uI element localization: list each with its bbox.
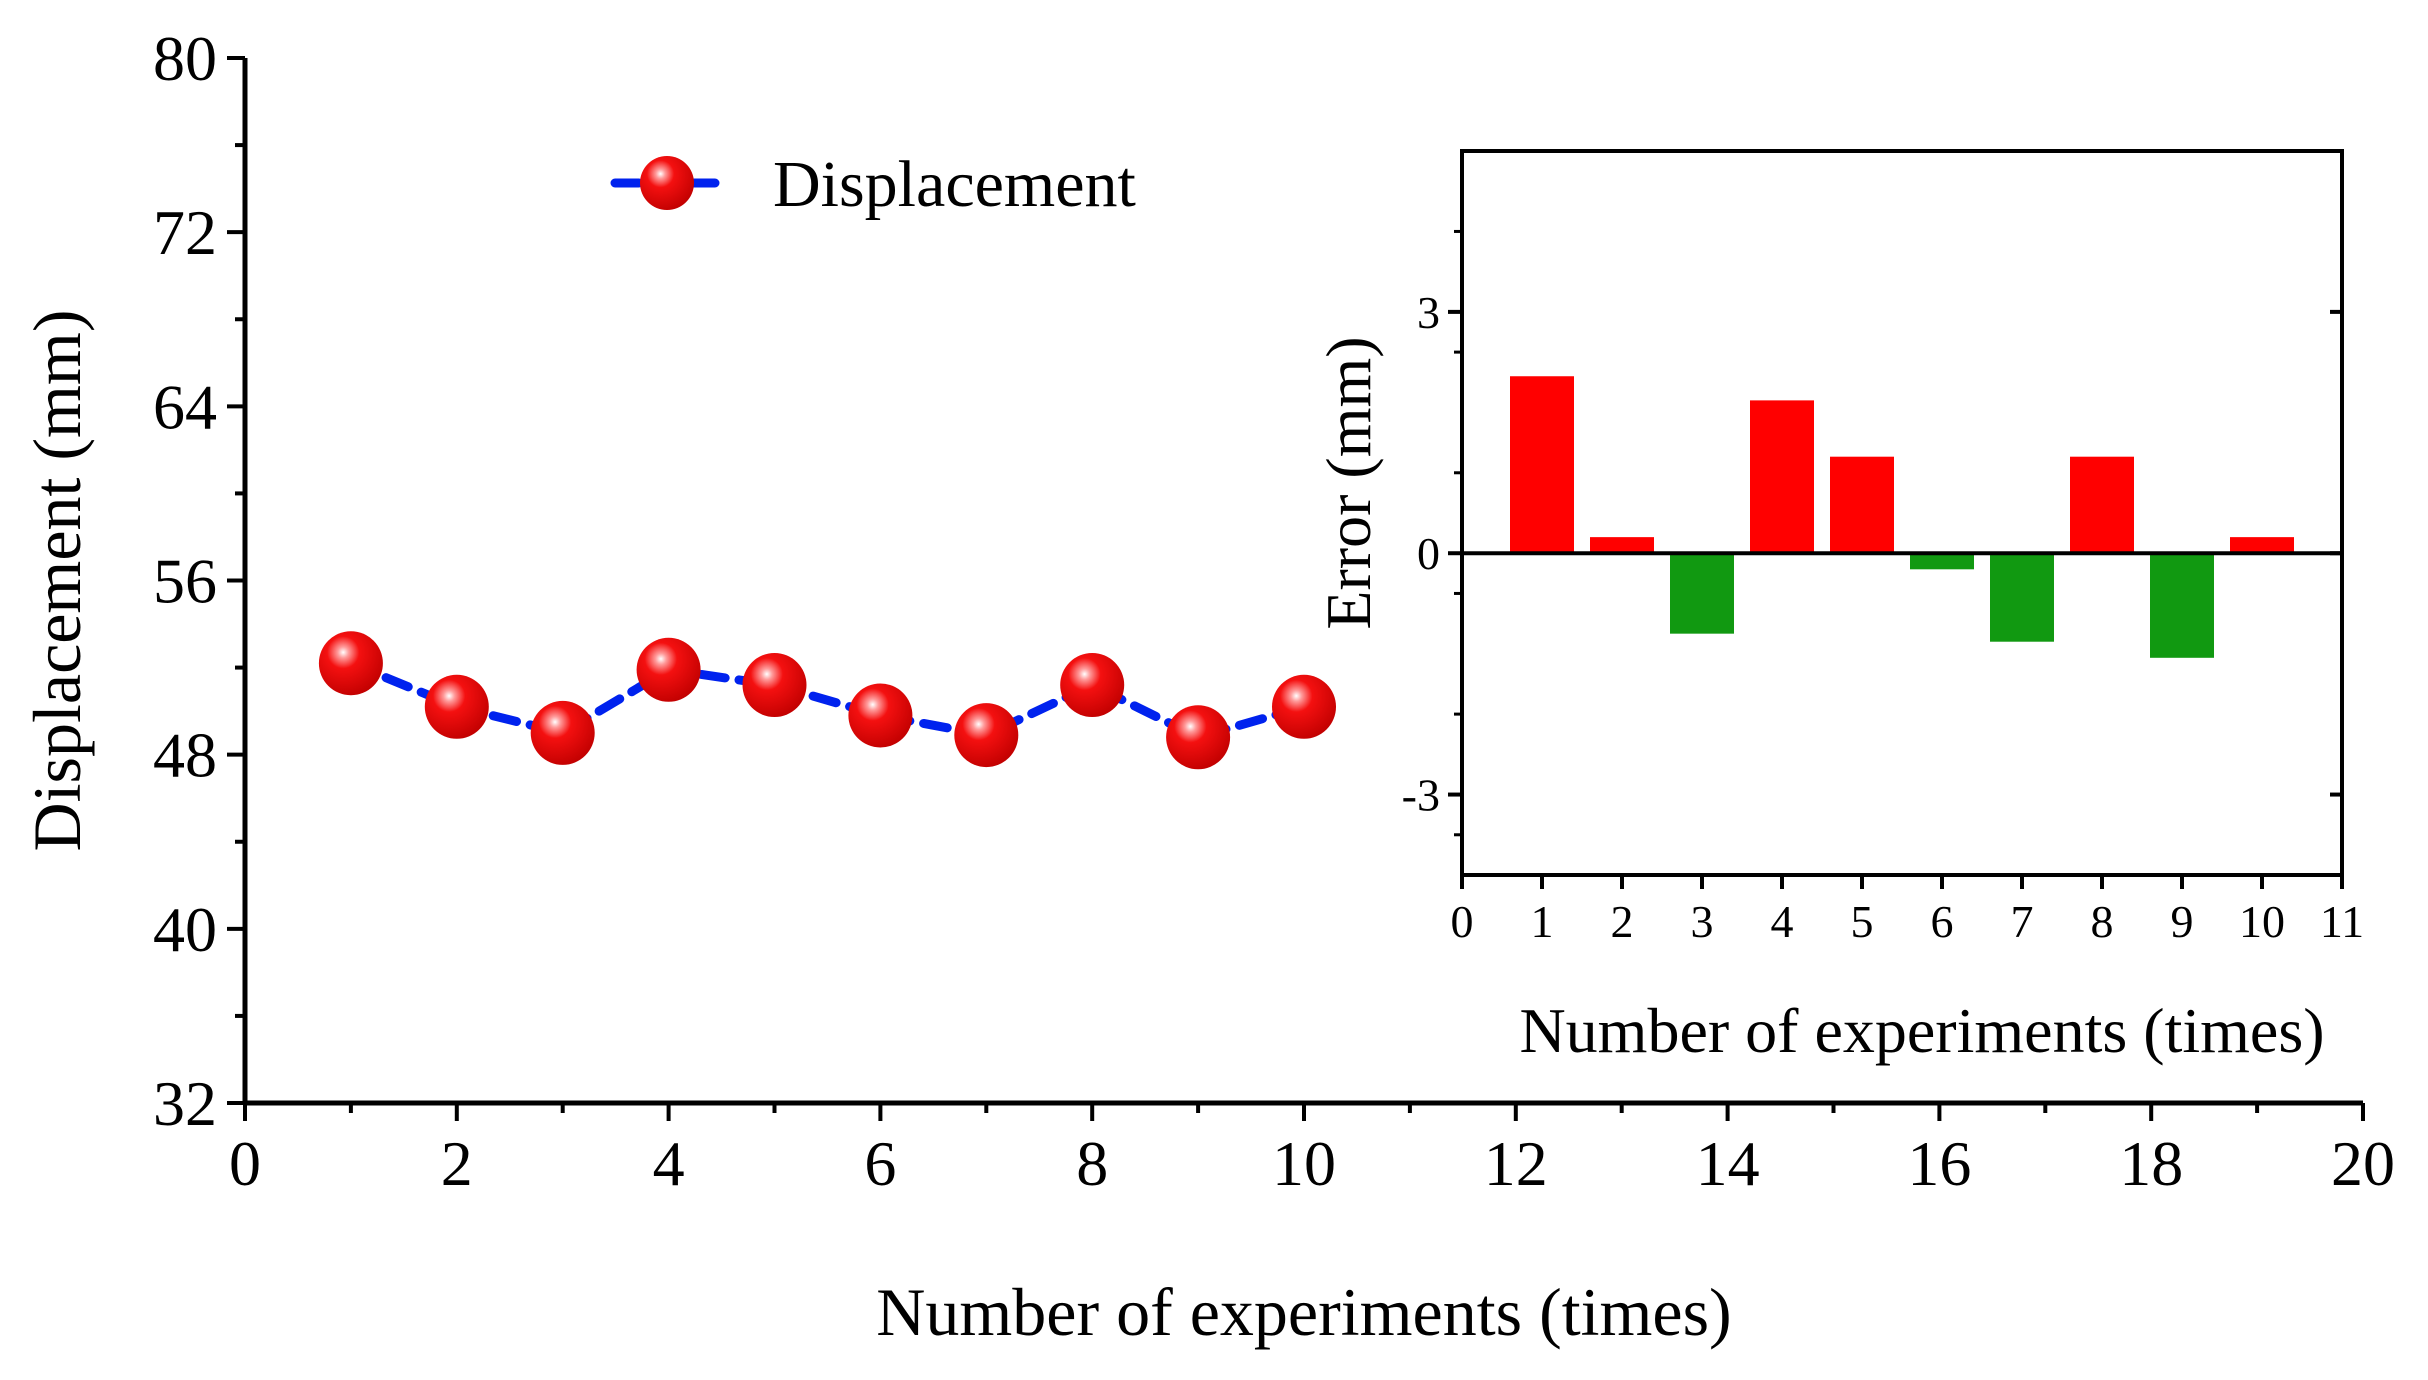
- main-y-axis-title: Displacement (mm): [19, 310, 95, 852]
- inset-frame: [1460, 149, 2344, 877]
- main-x-tick-label: 8: [1076, 1128, 1108, 1199]
- displacement-line: [346, 658, 1309, 743]
- inset-x-tick-label: 4: [1771, 896, 1794, 947]
- inset-x-tick-label: 5: [1851, 896, 1874, 947]
- main-x-tick-label: 12: [1484, 1128, 1548, 1199]
- inset-plot: -3 0 3 0 1 2 3 4 5 6 7 8 9 10 11 Number of experiments …: [1313, 149, 2364, 1066]
- displacement-point: [1166, 705, 1231, 770]
- legend-marker: [640, 156, 694, 210]
- error-bar: [1750, 400, 1814, 554]
- displacement-point: [636, 637, 701, 702]
- main-x-tick-label: 20: [2331, 1128, 2395, 1199]
- main-x-tick-label: 2: [441, 1128, 473, 1199]
- error-bar: [2070, 456, 2134, 554]
- displacement-point: [1060, 653, 1125, 717]
- main-x-tick-label: 0: [229, 1128, 261, 1199]
- displacement-point: [318, 631, 383, 696]
- error-bar: [1990, 553, 2054, 642]
- error-bar: [1910, 553, 1974, 570]
- error-bar: [2150, 553, 2214, 658]
- displacement-point: [954, 703, 1019, 768]
- inset-x-tick-label: 2: [1611, 896, 1634, 947]
- main-y-tick-label: 80: [153, 23, 217, 94]
- inset-x-tick-label: 6: [1931, 896, 1954, 947]
- inset-y-axis-title: Error (mm): [1313, 336, 1384, 629]
- error-bar: [1590, 537, 1654, 554]
- main-x-tick-label: 14: [1696, 1128, 1760, 1199]
- inset-x-tick-label: 7: [2011, 896, 2034, 947]
- legend-label: Displacement: [773, 148, 1136, 221]
- main-x-axis-title: Number of experiments (times): [876, 1274, 1731, 1350]
- main-x-tick-label: 6: [864, 1128, 896, 1199]
- inset-x-axis-title: Number of experiments (times): [1519, 995, 2324, 1066]
- displacement-point: [1272, 674, 1336, 739]
- error-bar: [2230, 537, 2294, 554]
- displacement-point: [424, 674, 489, 739]
- main-x-tick-label: 4: [653, 1128, 685, 1199]
- error-bar: [1670, 553, 1734, 634]
- main-x-tick-label: 18: [2119, 1128, 2183, 1199]
- main-y-tick-label: 48: [153, 720, 217, 791]
- inset-y-tick-label: -3: [1402, 770, 1440, 821]
- inset-x-tick-label: 0: [1451, 896, 1474, 947]
- displacement-point: [530, 700, 595, 765]
- error-bar: [1830, 456, 1894, 554]
- main-y-tick-label: 64: [153, 371, 217, 442]
- main-y-tick-label: 56: [153, 546, 217, 617]
- displacement-point: [742, 653, 807, 717]
- inset-x-tick-label: 3: [1691, 896, 1714, 947]
- error-bar: [1510, 376, 1574, 554]
- main-y-tick-label: 40: [153, 894, 217, 965]
- inset-x-tick-label: 10: [2239, 896, 2285, 947]
- inset-x-tick-label: 9: [2171, 896, 2194, 947]
- main-y-tick-label: 32: [153, 1068, 217, 1139]
- inset-y-tick-label: 0: [1417, 528, 1440, 579]
- inset-y-tick-label: 3: [1417, 287, 1440, 338]
- inset-x-tick-label: 1: [1531, 896, 1554, 947]
- inset-x-tick-label: 8: [2091, 896, 2114, 947]
- main-x-tick-label: 16: [1907, 1128, 1971, 1199]
- inset-x-tick-label: 11: [2320, 896, 2364, 947]
- main-x-tick-label: 10: [1272, 1128, 1336, 1199]
- displacement-point: [848, 683, 913, 748]
- main-y-tick-label: 72: [153, 197, 217, 268]
